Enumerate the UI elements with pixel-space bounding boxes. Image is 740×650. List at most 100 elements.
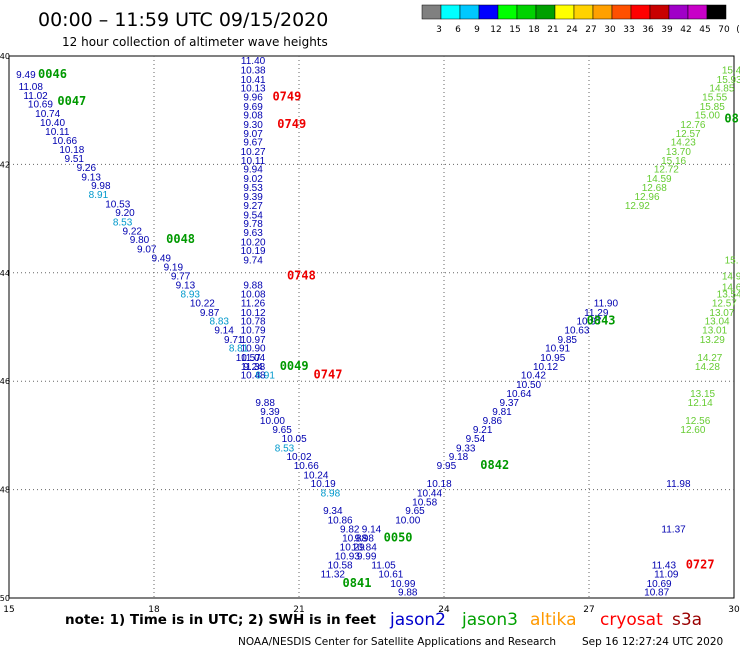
- data-label: 9.74: [243, 255, 263, 266]
- data-label: 10.40: [40, 118, 65, 129]
- data-label: 12.96: [634, 192, 659, 203]
- data-label: 10.08: [241, 289, 266, 300]
- data-label: 8.98: [321, 488, 341, 499]
- data-label: 9.85: [558, 335, 578, 346]
- axis-ticks: 15 18 21 24 27 30 -40 -42 -44 -46 -48 -50: [0, 52, 740, 615]
- y-tick-label: -40: [0, 52, 10, 61]
- data-label: 9.88: [243, 281, 263, 292]
- data-label: 9.88: [398, 587, 418, 598]
- data-label: 10.22: [190, 299, 215, 310]
- data-label: 9.98: [91, 181, 111, 192]
- data-label: 12.68: [642, 183, 667, 194]
- x-tick-label: 15: [3, 605, 14, 615]
- data-label: 10.02: [286, 452, 311, 463]
- x-tick-label: 24: [438, 605, 450, 615]
- data-label: 9.34: [323, 506, 343, 517]
- data-label: 9.14: [362, 525, 382, 536]
- data-label: 9.87: [200, 308, 220, 319]
- data-label: 10.53: [105, 199, 130, 210]
- colorbar-swatch: [649, 4, 670, 20]
- data-label: 9.71: [224, 335, 244, 346]
- colorbar-swatch: [516, 4, 537, 20]
- data-label: 11.08: [19, 82, 44, 93]
- data-label: 8.81: [229, 344, 249, 355]
- colorbar-swatch: [592, 4, 613, 20]
- data-label: 15.93: [717, 75, 740, 86]
- data-label: 9.94: [243, 165, 263, 176]
- data-label: 9.86: [483, 416, 503, 427]
- data-label: 9.14: [214, 326, 234, 337]
- data-label: 10.18: [59, 145, 84, 156]
- data-label: 9.78: [243, 219, 263, 230]
- colorbar-label: 27: [585, 25, 596, 35]
- data-label: 10.84: [352, 543, 377, 554]
- colorbar-label: 36: [642, 25, 654, 35]
- data-label: 0050: [384, 530, 413, 544]
- data-label: 11.43: [652, 560, 677, 571]
- data-label: 9.51: [65, 154, 85, 165]
- data-label: 10.11: [45, 127, 70, 138]
- data-label: 10.12: [241, 308, 266, 319]
- data-label: 9.81: [492, 407, 512, 418]
- data-label: 11.98: [666, 479, 691, 490]
- legend-item-s3a: s3a: [672, 610, 702, 630]
- data-label: 11.37: [661, 525, 686, 536]
- data-label: 10.38: [241, 66, 266, 77]
- y-tick-label: -50: [0, 594, 10, 603]
- data-label: 10.95: [540, 353, 565, 364]
- data-label: 11.29: [584, 308, 609, 319]
- grid-lines: [9, 56, 734, 598]
- data-label: 10.57: [236, 353, 261, 364]
- colorbar-swatch: [421, 4, 442, 20]
- data-label: 11.09: [654, 570, 679, 581]
- colorbar-label: 42: [680, 25, 691, 35]
- colorbar-swatch: [459, 4, 480, 20]
- footer-note: note: 1) Time is in UTC; 2) SWH is in fe…: [65, 612, 376, 628]
- data-label: 8.93: [181, 289, 201, 300]
- legend-item-jason3: jason3: [461, 610, 518, 630]
- data-label: 11.38: [241, 362, 266, 373]
- data-label: 9.80: [130, 235, 150, 246]
- data-label: 9.21: [473, 425, 493, 436]
- data-label: 11.04: [241, 353, 266, 364]
- data-label: 11.05: [371, 560, 396, 571]
- data-label: 9.24: [243, 362, 263, 373]
- data-label: 13.54: [717, 289, 740, 300]
- data-label: 10.13: [241, 83, 266, 94]
- data-label: 10.24: [303, 470, 328, 481]
- colorbar-label: 30: [604, 25, 616, 35]
- data-label: 9.33: [456, 443, 476, 454]
- data-label: 14.59: [647, 174, 672, 185]
- data-label: 0749: [277, 117, 306, 131]
- x-tick-label: 27: [583, 605, 594, 615]
- data-label: 0843: [587, 313, 616, 327]
- data-label: 9.20: [115, 208, 135, 219]
- data-label: 9.22: [123, 227, 143, 238]
- data-label: 15.: [725, 255, 739, 266]
- data-label: 8.53: [275, 443, 295, 454]
- data-label: 9.63: [243, 228, 263, 239]
- data-label: 9.27: [243, 201, 263, 212]
- data-label: 11.02: [23, 91, 48, 102]
- data-label: 12.57: [712, 299, 737, 310]
- data-label: 10.74: [35, 109, 60, 120]
- data-label: 14.6: [722, 282, 740, 293]
- data-label: 10.29: [340, 543, 365, 554]
- data-label: 10.42: [521, 371, 546, 382]
- data-label: 10.86: [328, 515, 353, 526]
- data-label: 10.48: [241, 371, 266, 382]
- colorbar-label: 9: [474, 25, 480, 35]
- colorbar-swatch: [478, 4, 499, 20]
- data-label: 10.19: [311, 479, 336, 490]
- data-label: 9.67: [243, 138, 263, 149]
- colorbar-swatch: [706, 4, 727, 20]
- data-label: 9.96: [243, 93, 263, 104]
- colorbar-swatch: [668, 4, 689, 20]
- legend-item-jason2: jason2: [389, 610, 446, 630]
- data-label: 15.16: [661, 156, 686, 167]
- data-label: 14.23: [671, 138, 696, 149]
- colorbar-swatch: [611, 4, 632, 20]
- data-label: 10.87: [644, 587, 669, 598]
- data-label: 0046: [38, 67, 67, 81]
- colorbar-swatch: [535, 4, 556, 20]
